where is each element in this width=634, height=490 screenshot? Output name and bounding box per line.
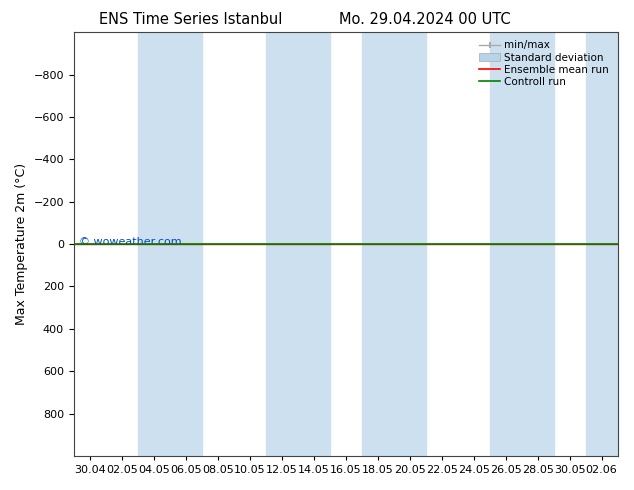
Bar bbox=[138, 32, 202, 456]
Legend: min/max, Standard deviation, Ensemble mean run, Controll run: min/max, Standard deviation, Ensemble me… bbox=[476, 37, 612, 90]
Bar bbox=[266, 32, 330, 456]
Text: Mo. 29.04.2024 00 UTC: Mo. 29.04.2024 00 UTC bbox=[339, 12, 510, 27]
Text: ENS Time Series Istanbul: ENS Time Series Istanbul bbox=[98, 12, 282, 27]
Bar bbox=[489, 32, 553, 456]
Text: © woweather.com: © woweather.com bbox=[79, 237, 182, 247]
Bar bbox=[586, 32, 634, 456]
Y-axis label: Max Temperature 2m (°C): Max Temperature 2m (°C) bbox=[15, 163, 28, 325]
Bar bbox=[361, 32, 425, 456]
